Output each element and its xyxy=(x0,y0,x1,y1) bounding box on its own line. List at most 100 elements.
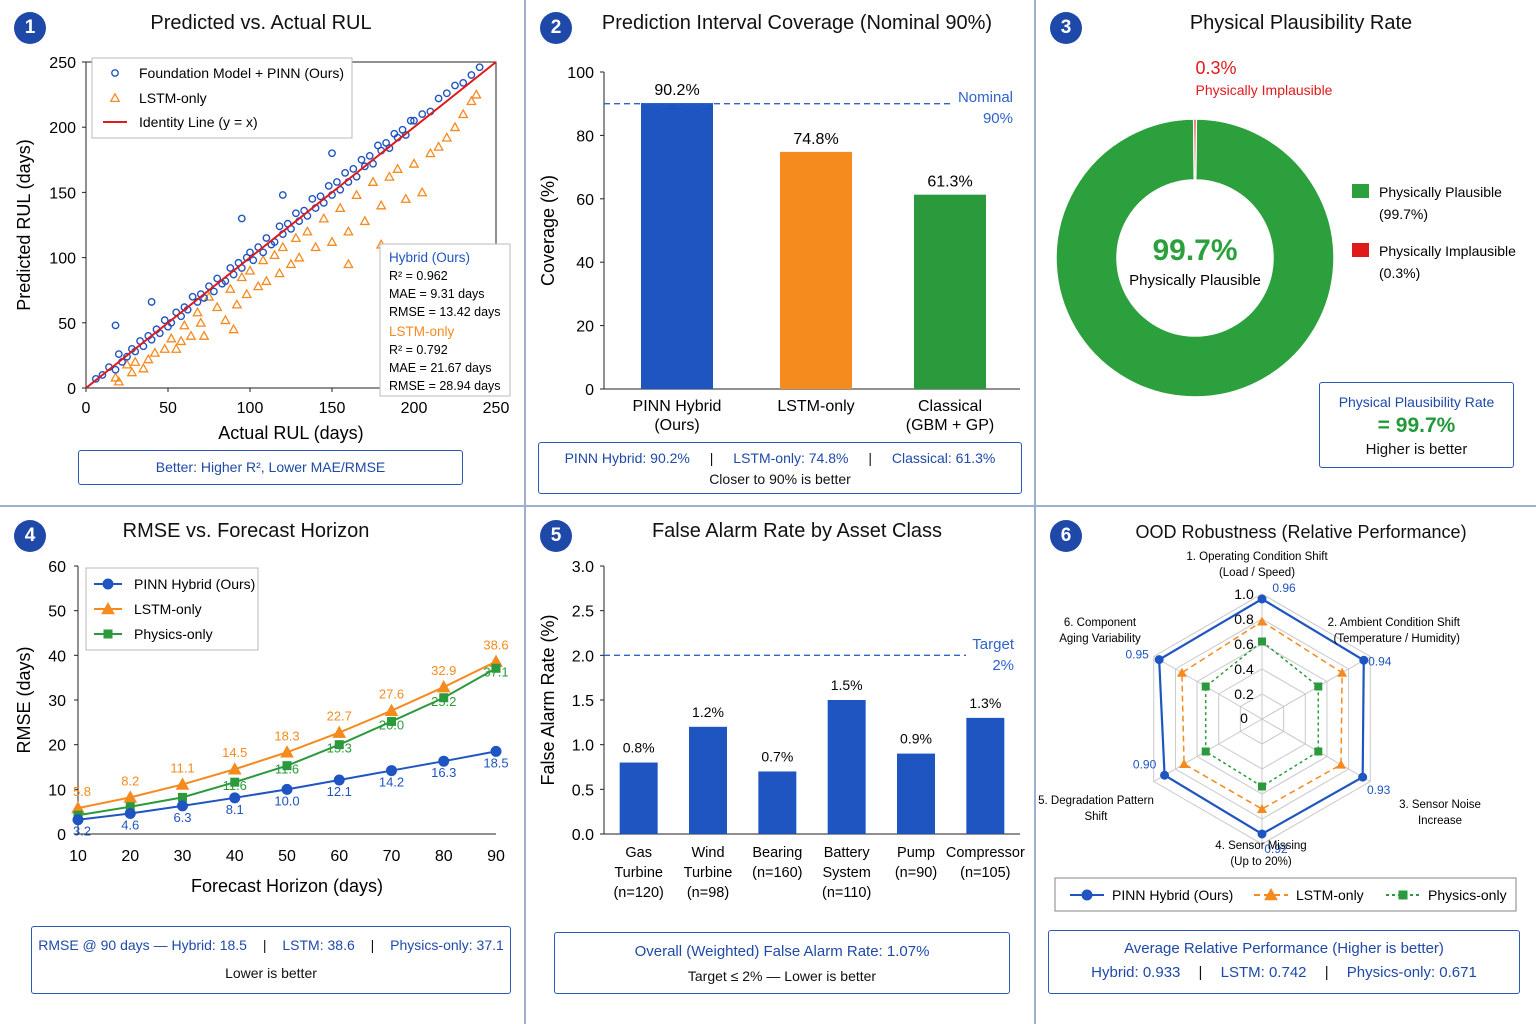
x-category-label: Battery xyxy=(824,845,871,861)
lstm-point xyxy=(110,372,121,382)
x-category-label: (n=160) xyxy=(752,865,802,881)
x-tick-label: 100 xyxy=(237,400,264,417)
hybrid-point xyxy=(111,321,120,330)
data-label: 14.5 xyxy=(222,745,247,760)
series-marker xyxy=(229,792,241,804)
hybrid-point xyxy=(188,292,197,301)
x-category-label: Pump xyxy=(897,845,935,861)
stats-hybrid-value: MAE = 9.31 days xyxy=(389,287,485,301)
x-tick-label: 70 xyxy=(383,848,401,865)
radar-marker xyxy=(1179,759,1190,768)
x-tick-label: 30 xyxy=(174,848,192,865)
hybrid-point xyxy=(442,89,451,98)
legend-lstm-marker xyxy=(109,92,121,103)
radar-marker xyxy=(1201,682,1210,691)
lstm-point xyxy=(359,215,371,226)
y-tick-label: 2.5 xyxy=(572,604,594,621)
summary-separator: | xyxy=(262,937,267,953)
series-value-label: 0.93 xyxy=(1367,783,1391,797)
bar xyxy=(897,753,935,834)
series-value-label: 0.92 xyxy=(1264,842,1288,856)
series-marker xyxy=(72,814,84,826)
bar xyxy=(827,700,866,834)
bar-value-label: 1.3% xyxy=(969,695,1001,711)
stats-hybrid-value: R² = 0.962 xyxy=(389,269,448,283)
hybrid-point xyxy=(226,264,235,272)
x-category-label: Turbine xyxy=(614,865,663,881)
horizontal-divider xyxy=(0,505,1536,507)
target-reference-label: Target xyxy=(972,636,1015,653)
legend-marker xyxy=(103,629,113,639)
x-category-label: (n=98) xyxy=(687,885,729,901)
lstm-point xyxy=(392,163,403,173)
hybrid-point xyxy=(278,191,287,199)
x-category-label: (n=90) xyxy=(895,865,937,881)
x-tick-label: 10 xyxy=(69,848,87,865)
x-category-label: PINN Hybrid xyxy=(633,398,722,415)
lstm-point xyxy=(195,317,207,327)
legend-marker xyxy=(1264,887,1278,901)
panel-title: OOD Robustness (Relative Performance) xyxy=(1135,522,1467,542)
series-marker xyxy=(281,783,293,795)
lstm-point xyxy=(236,271,248,282)
summary-physics: Physics-only: 37.1 xyxy=(390,937,504,953)
x-tick-label: 20 xyxy=(121,848,139,865)
panel-number-badge: 4 xyxy=(14,520,46,552)
data-label: 4.6 xyxy=(121,817,139,832)
donut-chart: 99.7% Physically Plausible 0.3% Physically … xyxy=(1055,58,1516,398)
y-axis-label: False Alarm Rate (%) xyxy=(538,614,558,785)
summary-classical: Classical: 61.3% xyxy=(891,450,996,466)
summary-physics: Physics-only: 0.671 xyxy=(1346,964,1477,981)
bar-value-label: 61.3% xyxy=(927,174,972,191)
summary-box: Average Relative Performance (Higher is … xyxy=(1048,930,1520,994)
lstm-point xyxy=(220,314,231,325)
summary-lstm: LSTM: 38.6 xyxy=(282,937,355,953)
radar-axis-label: (Temperature / Humidity) xyxy=(1333,633,1460,645)
radar-marker xyxy=(1257,829,1267,839)
data-label: 12.1 xyxy=(327,784,352,799)
y-tick-label: 100 xyxy=(567,65,594,82)
x-category-label: Classical xyxy=(918,398,982,415)
stats-lstm-value: MAE = 21.67 days xyxy=(389,361,492,375)
hybrid-point xyxy=(246,248,254,257)
lstm-point xyxy=(225,283,236,293)
lstm-point xyxy=(170,343,182,353)
panel-number-badge: 3 xyxy=(1050,12,1082,44)
radar-axis-label: 6. Component xyxy=(1064,617,1137,629)
lstm-point xyxy=(302,225,313,236)
hybrid-point xyxy=(114,350,123,358)
radar-axis-label: 2. Ambient Condition Shift xyxy=(1328,617,1461,629)
radar-marker xyxy=(1176,667,1187,677)
hybrid-point xyxy=(324,181,333,190)
x-tick-label: 90 xyxy=(487,848,505,865)
series-marker xyxy=(230,777,240,787)
y-tick-label: 0 xyxy=(57,827,66,844)
lstm-point xyxy=(466,95,477,106)
bar-value-label: 74.8% xyxy=(793,131,838,148)
identity-line xyxy=(85,61,497,389)
series-marker xyxy=(490,745,502,757)
y-tick-label: 1.5 xyxy=(572,693,594,710)
legend-swatch xyxy=(1352,184,1369,198)
series-value-label: 0.90 xyxy=(1133,757,1157,771)
hybrid-point xyxy=(308,195,317,203)
legend-swatch xyxy=(1352,243,1369,257)
bar-chart-false-alarm: 0.0 0.5 1.0 1.5 2.0 2.5 3.0 False Alarm Rate (%… xyxy=(538,559,1025,901)
series-marker xyxy=(178,792,187,802)
bar-value-label: 0.7% xyxy=(761,748,793,764)
lstm-point xyxy=(457,108,469,119)
data-label: 11.6 xyxy=(223,778,247,793)
data-label: 5.8 xyxy=(73,784,91,799)
panel-false-alarm: 0.0 0.5 1.0 1.5 2.0 2.5 3.0 False Alarm Rate (%… xyxy=(526,508,1038,1020)
series-value-label: 0.94 xyxy=(1368,654,1392,668)
hybrid-point xyxy=(213,274,222,283)
data-label: 3.2 xyxy=(73,824,91,839)
stats-lstm-value: RMSE = 28.94 days xyxy=(389,379,501,393)
hybrid-point xyxy=(406,116,415,125)
bar-value-label: 0.8% xyxy=(623,740,655,756)
x-category-label: Turbine xyxy=(684,865,733,881)
panel-title: Predicted vs. Actual RUL xyxy=(150,12,372,34)
hybrid-point xyxy=(237,214,246,223)
lstm-point xyxy=(211,301,223,312)
y-tick-label: 150 xyxy=(49,185,76,202)
